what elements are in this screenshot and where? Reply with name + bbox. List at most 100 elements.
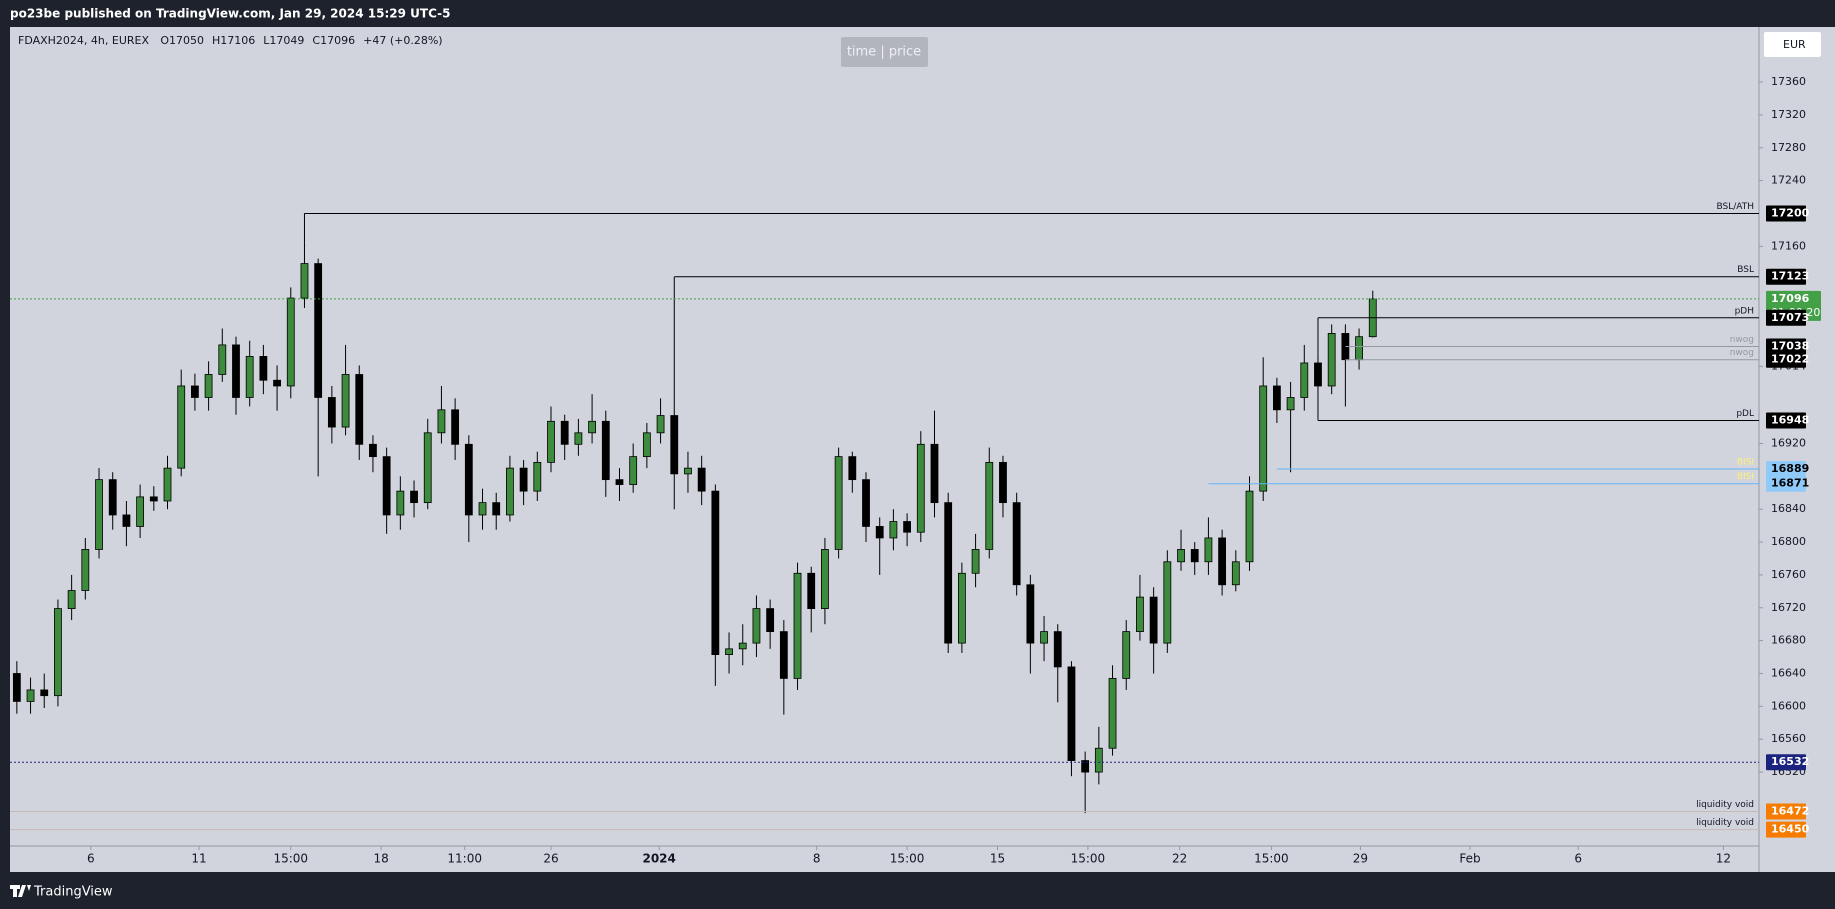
- candle-body: [999, 461, 1007, 504]
- candle-body: [1094, 747, 1103, 773]
- candle-body: [1259, 385, 1268, 492]
- price-box: [1766, 338, 1806, 355]
- y-tick-label: 16680: [1771, 634, 1806, 647]
- candle-body: [67, 590, 76, 609]
- candle-body: [1081, 760, 1090, 773]
- y-tick-label: 16800: [1771, 535, 1806, 548]
- candle-body: [684, 467, 692, 475]
- candle-body: [834, 456, 843, 550]
- currency-box[interactable]: [1764, 32, 1821, 57]
- candle-body: [478, 502, 487, 516]
- candle-body: [1286, 397, 1295, 411]
- price-box-label: 16450: [1771, 823, 1810, 836]
- y-tick-label: 17360: [1771, 75, 1806, 88]
- candle-body: [807, 572, 816, 609]
- x-tick-label: 15:00: [273, 852, 308, 866]
- candle-body: [930, 443, 939, 504]
- price-box-label: 17073: [1771, 311, 1809, 324]
- y-tick-label: 17280: [1771, 141, 1806, 154]
- candle-body: [40, 689, 49, 697]
- candle-body: [629, 456, 638, 485]
- candle-body: [560, 420, 569, 445]
- candle-body: [697, 467, 706, 492]
- candle-body: [259, 356, 268, 381]
- level-label: BSL: [1737, 265, 1754, 275]
- x-tick-label: 12: [1716, 852, 1731, 866]
- ohlc-letter: O: [160, 34, 169, 47]
- brand-logo: [10, 885, 31, 897]
- level-label: pDL: [1736, 409, 1754, 419]
- candle-body: [1231, 561, 1240, 586]
- y-tick-label: 17160: [1771, 239, 1806, 252]
- candle-body: [916, 443, 925, 533]
- candle-body: [286, 297, 295, 387]
- y-tick-label: 16920: [1771, 436, 1806, 449]
- candle-body: [519, 467, 528, 492]
- x-tick-label: 6: [1574, 852, 1582, 866]
- candle-body: [54, 608, 62, 697]
- price-box: [1766, 754, 1806, 771]
- x-tick-label: 29: [1353, 852, 1368, 866]
- candle-body: [108, 479, 117, 516]
- x-tick-label: 11:00: [447, 852, 482, 866]
- candle-body: [423, 432, 432, 504]
- x-tick-label: 26: [543, 852, 558, 866]
- candle-body: [451, 409, 460, 445]
- candle-body: [1272, 385, 1281, 411]
- candle-body: [1122, 631, 1131, 679]
- y-tick-label: 16760: [1771, 568, 1806, 581]
- ohlc-letter: C: [312, 34, 320, 47]
- price-box: [1766, 821, 1806, 838]
- candle-body: [601, 420, 610, 481]
- candle-body: [1218, 537, 1227, 586]
- change: +47 (+0.28%): [363, 34, 442, 47]
- candle-body: [95, 479, 103, 550]
- price-box-label: 17096: [1771, 292, 1810, 305]
- candle-body: [149, 496, 158, 502]
- x-tick-label: 22: [1172, 852, 1187, 866]
- candle-body: [574, 432, 583, 445]
- x-tick-label: 18: [374, 852, 389, 866]
- candle-body: [464, 443, 473, 516]
- candle-body: [218, 344, 227, 375]
- x-tick-label: Feb: [1459, 852, 1480, 866]
- candle-body: [369, 443, 377, 458]
- ohlc-value: 17106: [220, 34, 255, 47]
- candle-body: [875, 526, 884, 539]
- candle-body: [670, 415, 679, 475]
- price-box: [1766, 205, 1806, 222]
- candle-body: [382, 456, 391, 516]
- candle-body: [903, 521, 911, 533]
- candle-body: [588, 420, 596, 434]
- candle-body: [12, 673, 21, 702]
- candle-body: [1314, 362, 1322, 387]
- candle-body: [547, 420, 555, 463]
- price-box: [1766, 268, 1806, 285]
- marks: 1736017320172801724017160170141692016840…: [10, 75, 1821, 866]
- candle-body: [779, 631, 788, 679]
- price-box: [1766, 803, 1806, 820]
- candle-body: [232, 344, 240, 398]
- candle-body: [725, 648, 733, 655]
- candle-body: [889, 521, 898, 539]
- candle-body: [1108, 678, 1117, 749]
- y-tick-label: 16640: [1771, 666, 1806, 679]
- price-axis: [1759, 27, 1835, 872]
- candle-body: [314, 263, 323, 398]
- candle-body: [136, 496, 145, 527]
- y-tick-label: 16560: [1771, 732, 1806, 745]
- x-tick-label: 8: [813, 852, 821, 866]
- price-box-label: 16472: [1771, 804, 1809, 817]
- x-tick-label: 15:00: [1071, 852, 1106, 866]
- level-label: nwog: [1730, 335, 1754, 345]
- price-box-label: 17123: [1771, 270, 1809, 283]
- toggle-label[interactable]: time | price: [847, 45, 921, 60]
- toggle-button[interactable]: [841, 37, 928, 67]
- candle-body: [1177, 549, 1185, 563]
- currency[interactable]: EUR: [1783, 38, 1806, 51]
- level-label: liquidity void: [1696, 800, 1754, 810]
- legend: FDAXH2024, 4h, EUREX O17050 H17106 L17049 C1…: [18, 34, 443, 47]
- level-label: BISI: [1737, 457, 1754, 467]
- x-tick-label: 11: [191, 852, 206, 866]
